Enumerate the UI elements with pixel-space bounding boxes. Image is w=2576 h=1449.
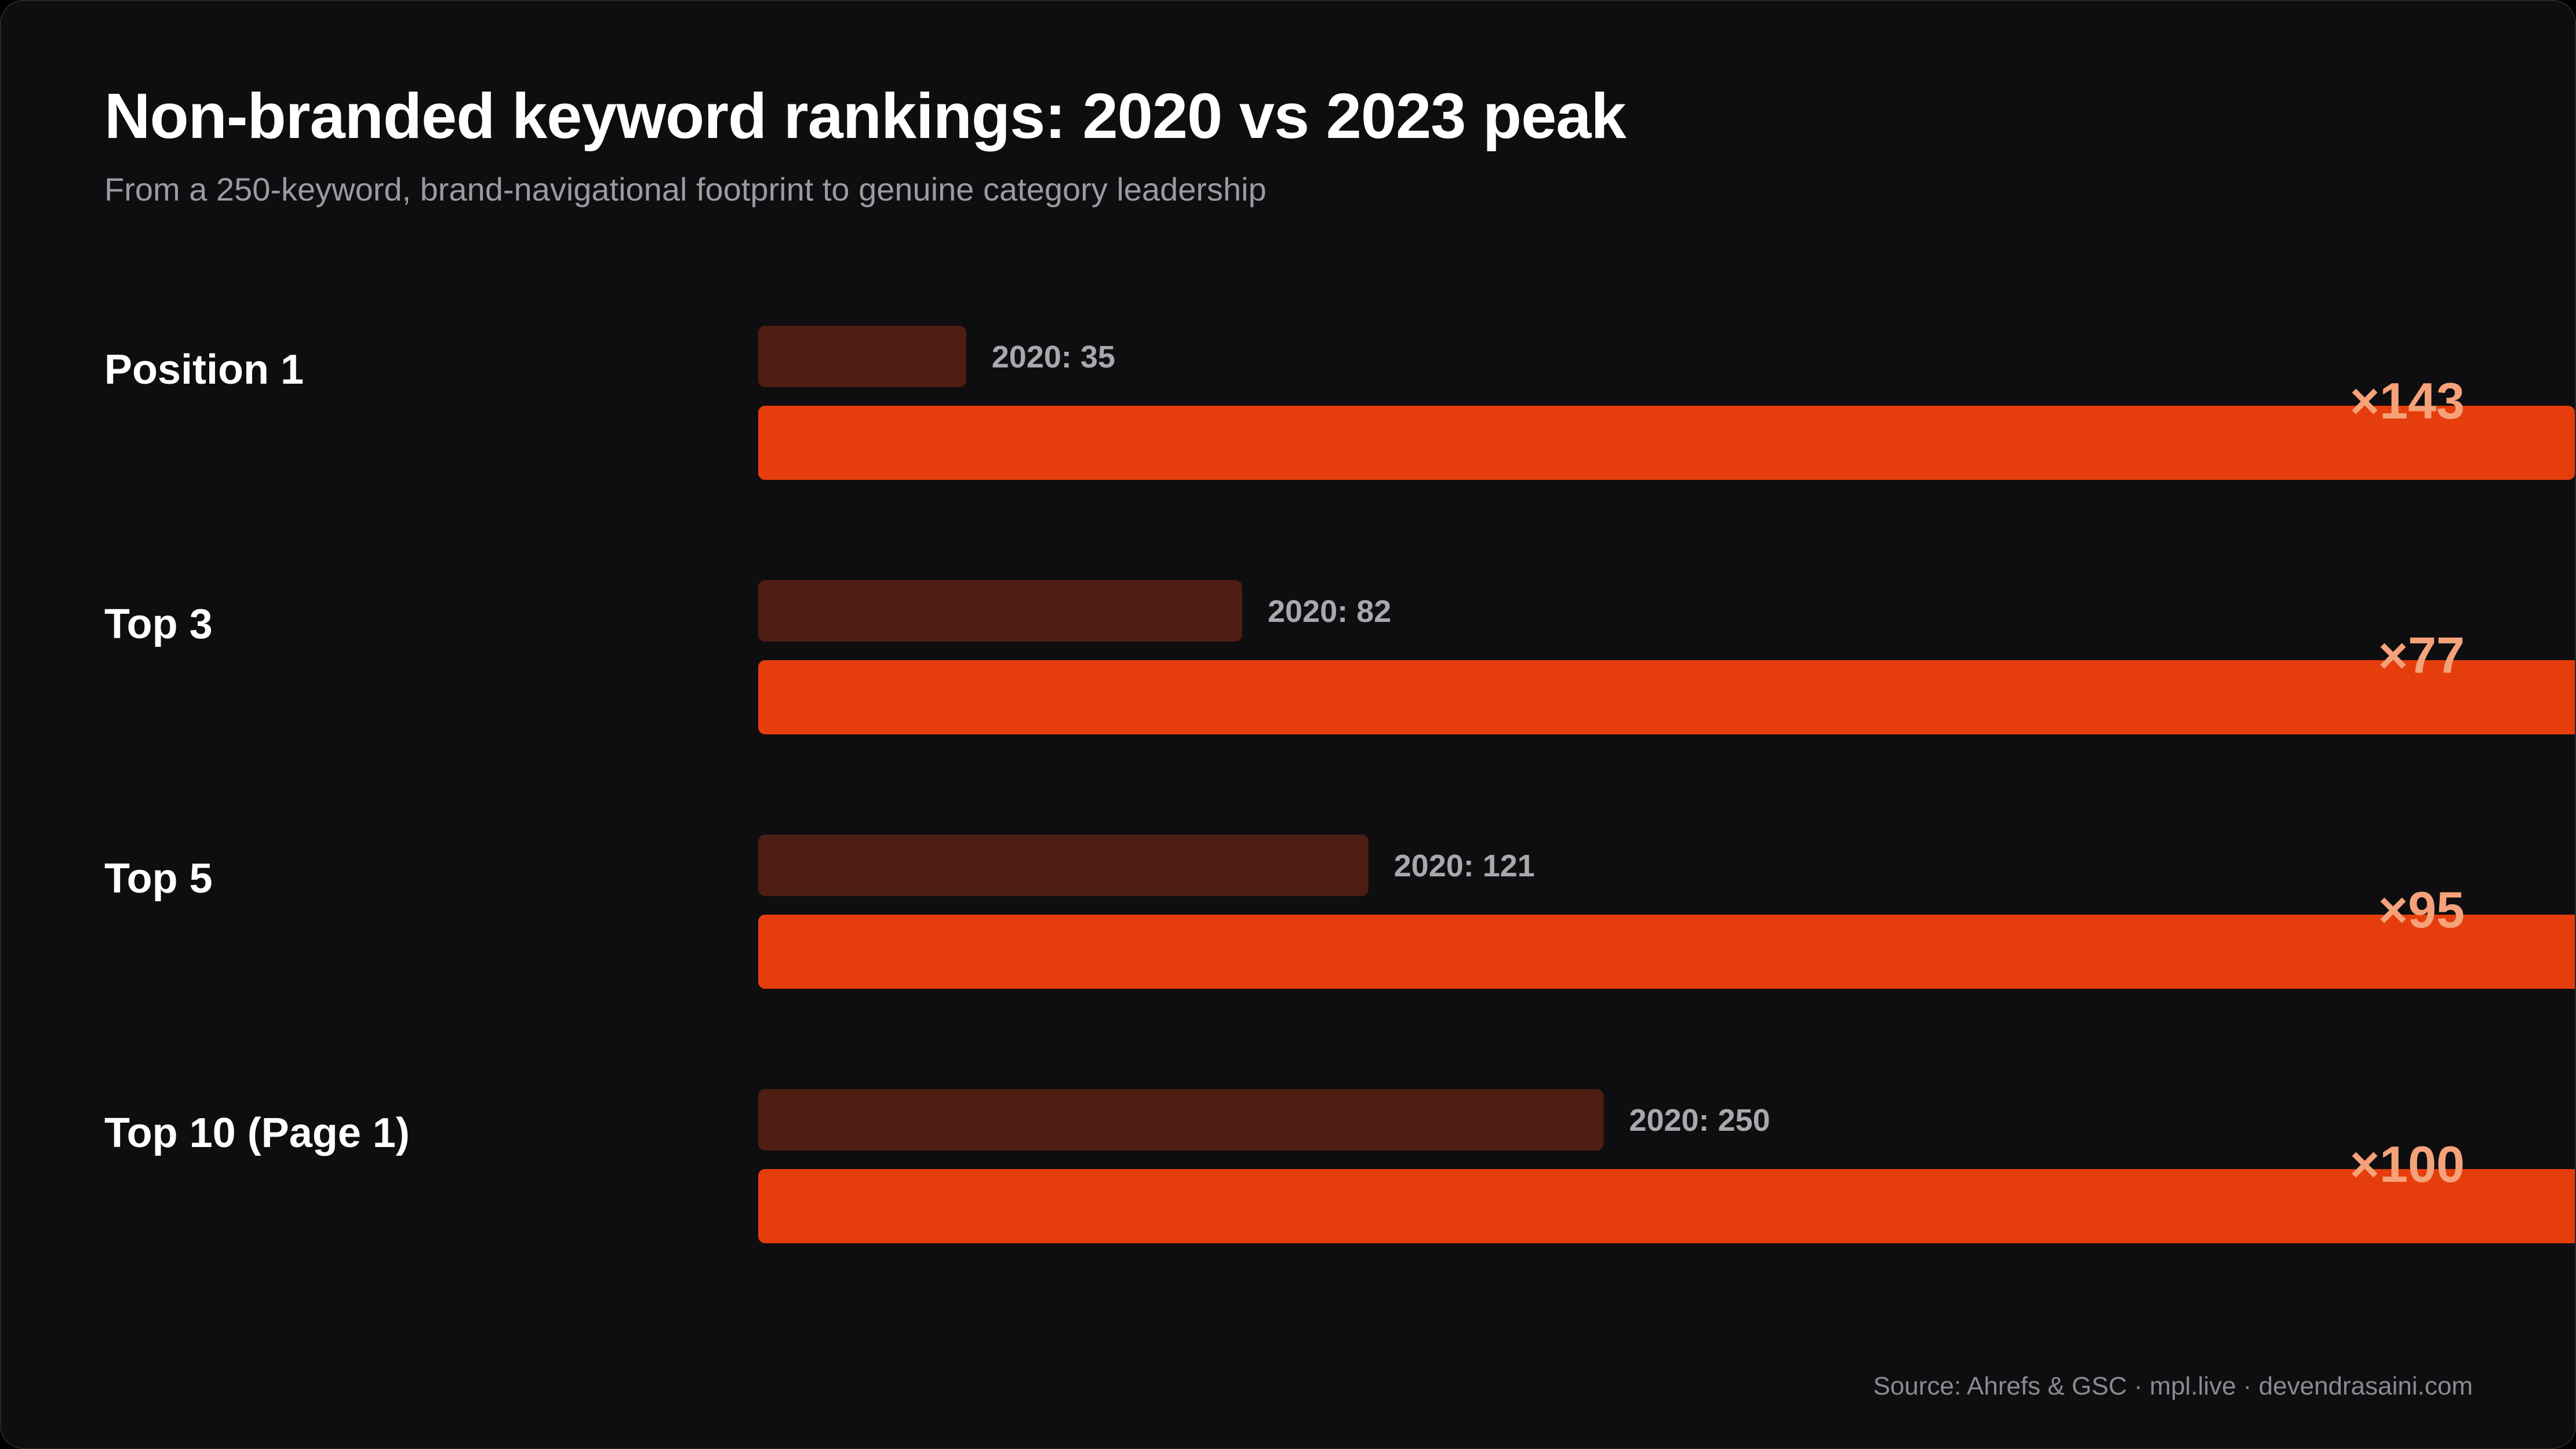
category-label: Position 1 [104,347,304,393]
bar-2020 [758,835,1369,896]
bar-2020-label: 2020: 35 [992,340,1115,374]
bar-2020 [758,1089,1604,1151]
multiplier-label: ×100 [2350,1135,2465,1193]
bar-2020 [758,326,966,387]
bar-2020-label: 2020: 82 [1268,594,1391,629]
bar-2020-label: 2020: 121 [1394,849,1535,883]
bar-2023 [758,406,2575,480]
category-label: Top 5 [104,855,213,902]
bar-2023 [758,1169,2575,1243]
bar-2023 [758,660,2575,734]
category-label: Top 10 (Page 1) [104,1110,410,1156]
bar-2020 [758,580,1242,642]
multiplier-label: ×143 [2350,372,2465,429]
bar-2023 [758,915,2575,989]
category-label: Top 3 [104,601,213,647]
multiplier-label: ×95 [2378,881,2465,938]
multiplier-label: ×77 [2378,627,2465,684]
chart-subtitle: From a 250-keyword, brand-navigational f… [104,171,1267,207]
source-note: Source: Ahrefs & GSC · mpl.live · devend… [1873,1372,2473,1400]
chart-title: Non-branded keyword rankings: 2020 vs 20… [104,81,1627,152]
bar-2020-label: 2020: 250 [1629,1103,1770,1138]
